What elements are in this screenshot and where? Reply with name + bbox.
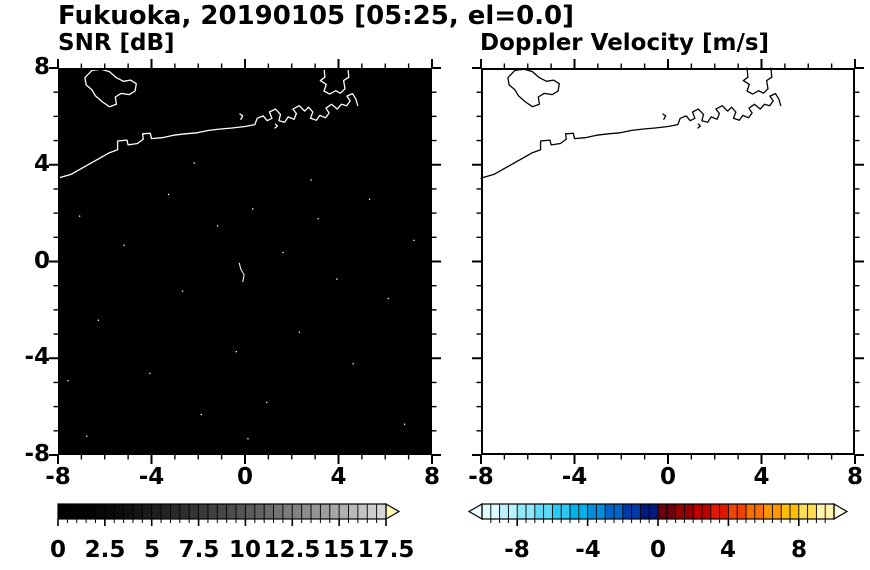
snr-colorbar-label: 15 — [322, 537, 355, 563]
snr-colorbar-label: 0 — [49, 537, 66, 563]
colorbar-left-arrow — [467, 502, 483, 521]
axis-ticks — [472, 59, 864, 464]
x-axis-label: -4 — [561, 464, 588, 490]
y-axis-label: 0 — [33, 248, 50, 274]
x-axis-label: 4 — [753, 464, 770, 490]
colorbar-frame — [481, 503, 835, 520]
x-axis-label: -4 — [138, 464, 165, 490]
coastline — [57, 67, 359, 179]
snr-field — [58, 68, 432, 455]
doppler-panel-title: Doppler Velocity [m/s] — [480, 30, 770, 56]
y-axis-label: 4 — [33, 151, 50, 177]
x-axis-label: 0 — [659, 464, 676, 490]
y-axis-label: -8 — [24, 441, 50, 467]
colorbar-segments — [58, 504, 387, 519]
colorbar-right-arrow — [385, 502, 401, 521]
x-axis-label: 8 — [423, 464, 440, 490]
colorbar-ticks — [57, 504, 387, 526]
doppler-colorbar-label: 0 — [649, 537, 666, 563]
doppler-colorbar — [467, 502, 849, 526]
snr-colorbar-label: 10 — [228, 537, 261, 563]
x-axis-label: 0 — [236, 464, 253, 490]
noise-speckles — [67, 162, 415, 440]
snr-colorbar — [57, 502, 401, 526]
x-axis-label: 4 — [330, 464, 347, 490]
colorbar-frame — [57, 503, 387, 520]
doppler-map-panel — [472, 59, 864, 464]
doppler-field — [481, 68, 855, 455]
x-axis-label: -8 — [45, 464, 71, 490]
colorbar-ticks — [490, 504, 826, 526]
axis-ticks — [49, 59, 441, 464]
panel-frame — [481, 68, 855, 455]
snr-colorbar-label: 17.5 — [357, 537, 415, 563]
snr-colorbar-label: 12.5 — [263, 537, 321, 563]
y-axis-label: 8 — [33, 54, 50, 80]
coastline — [480, 67, 782, 179]
doppler-colorbar-label: 4 — [719, 537, 736, 563]
doppler-colorbar-label: 8 — [790, 537, 807, 563]
snr-colorbar-label: 2.5 — [84, 537, 126, 563]
x-axis-label: 8 — [846, 464, 863, 490]
panel-frame — [58, 68, 432, 455]
y-axis-label: -4 — [24, 344, 50, 370]
doppler-colorbar-label: -4 — [575, 537, 601, 563]
snr-colorbar-label: 5 — [143, 537, 160, 563]
snr-panel-title: SNR [dB] — [58, 30, 175, 56]
x-axis-label: -8 — [468, 464, 494, 490]
colorbar-right-arrow — [833, 502, 849, 521]
doppler-colorbar-label: -8 — [504, 537, 530, 563]
snr-map-panel — [49, 59, 441, 464]
figure-title: Fukuoka, 20190105 [05:25, el=0.0] — [58, 1, 575, 31]
snr-colorbar-label: 7.5 — [178, 537, 220, 563]
